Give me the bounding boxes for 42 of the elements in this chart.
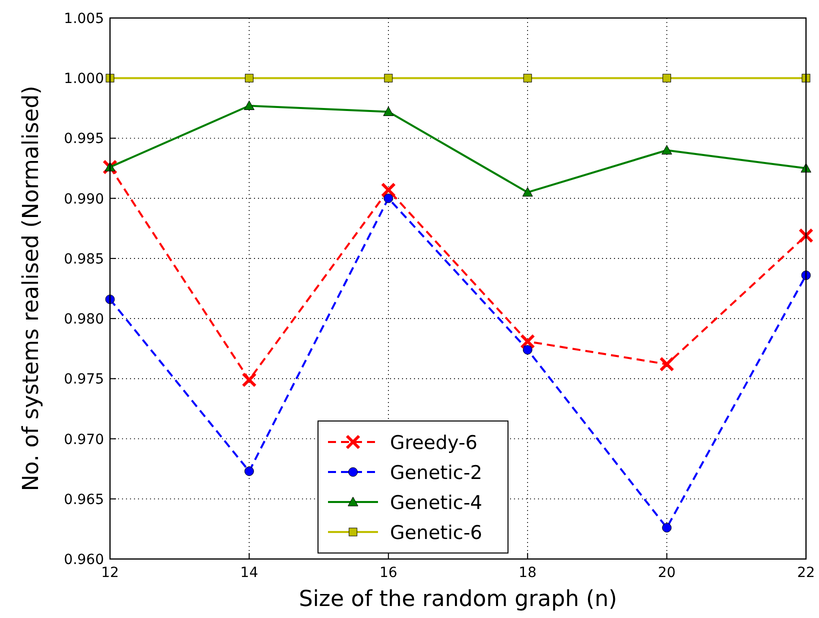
y-tick-label: 0.995 (64, 131, 104, 148)
x-tick-label: 20 (658, 565, 676, 581)
y-tick-label: 0.985 (64, 251, 104, 268)
point (802, 74, 810, 82)
y-tick-label: 0.965 (64, 492, 104, 508)
y-tick-label: 0.975 (64, 372, 104, 388)
point (662, 74, 672, 82)
y-tick-label: 0.990 (64, 191, 104, 208)
point (242, 372, 257, 388)
point (384, 74, 393, 82)
point (244, 466, 254, 476)
point (244, 100, 254, 110)
x-tick-label: 14 (240, 565, 258, 581)
point (383, 106, 394, 116)
y-tick-label: 0.960 (64, 552, 104, 568)
x-tick-label: 12 (101, 565, 119, 581)
y-tick-label: 0.980 (64, 312, 104, 328)
point (523, 74, 532, 82)
y-tick-label: 1.000 (64, 71, 104, 88)
point (102, 160, 118, 175)
y-tick-label: 0.970 (64, 432, 104, 448)
point (384, 194, 394, 204)
y-tick-label: 1.005 (64, 11, 104, 27)
point (520, 334, 536, 349)
point (659, 356, 674, 372)
x-axis-title: Size of the random graph (n) (298, 587, 618, 612)
legend-label: Genetic-4 (390, 492, 482, 514)
point (662, 522, 672, 532)
point (106, 74, 114, 82)
legend-label: Genetic-6 (390, 522, 482, 544)
y-axis-title: No. of systems realised (Normalised) (19, 86, 44, 492)
x-tick-label: 18 (518, 565, 537, 581)
point (798, 228, 814, 244)
point (522, 345, 532, 355)
point (522, 187, 533, 197)
point (244, 74, 254, 82)
legend-label: Genetic-2 (390, 462, 482, 484)
x-tick-label: 22 (797, 565, 815, 581)
point (380, 182, 396, 198)
legend-label: Greedy-6 (390, 432, 478, 454)
point (662, 144, 672, 154)
x-tick-label: 16 (379, 565, 398, 581)
